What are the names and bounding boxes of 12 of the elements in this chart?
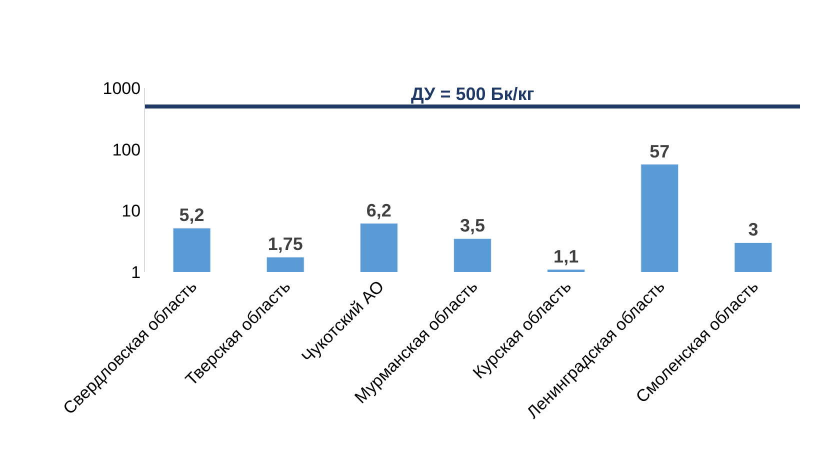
y-tick-label: 100: [112, 140, 141, 160]
data-label: 3: [748, 220, 758, 240]
data-label: 1,1: [554, 246, 579, 266]
y-tick-label: 10: [122, 202, 141, 221]
ref-line-label: ДУ = 500 Бк/кг: [411, 84, 535, 104]
y-tick-label: 1: [131, 262, 141, 282]
data-label: 57: [650, 141, 670, 162]
data-label: 6,2: [366, 200, 392, 220]
data-label: 1,75: [268, 234, 303, 254]
data-label: 5,2: [179, 205, 204, 226]
y-tick-label: 1000: [102, 78, 141, 98]
data-label: 3,5: [460, 216, 486, 236]
